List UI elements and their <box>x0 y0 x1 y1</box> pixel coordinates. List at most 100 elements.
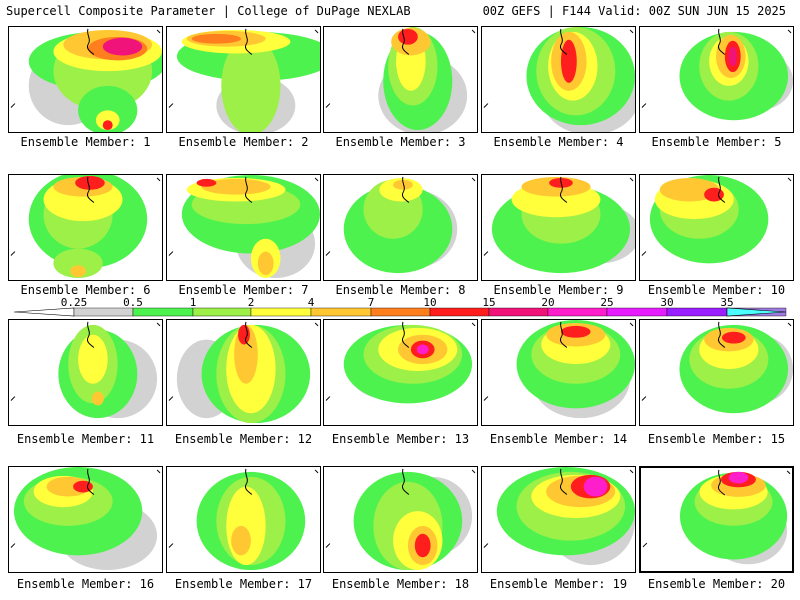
coastline <box>168 103 174 108</box>
scp-contour-map <box>168 175 320 279</box>
coastline <box>641 251 647 256</box>
ensemble-member-map-17[interactable] <box>166 466 321 573</box>
run-info: 00Z GEFS | F144 Valid: 00Z SUN JUN 15 20… <box>482 4 786 18</box>
ensemble-member-map-1[interactable] <box>8 26 163 133</box>
coastline <box>86 28 95 55</box>
ensemble-member-map-4[interactable] <box>481 26 636 133</box>
scp-contour-area <box>78 334 108 384</box>
ensemble-member-map-12[interactable] <box>166 319 321 426</box>
scp-contour-map <box>642 469 791 565</box>
coastline <box>156 29 161 34</box>
ensemble-member-map-13[interactable] <box>323 319 478 426</box>
coastline <box>641 103 647 108</box>
ensemble-member-map-15[interactable] <box>639 319 794 426</box>
scp-contour-area <box>231 525 251 556</box>
ensemble-member-map-18[interactable] <box>323 466 478 573</box>
ensemble-member-map-6[interactable] <box>8 174 163 281</box>
coastline <box>325 103 331 108</box>
coastline <box>559 468 568 495</box>
ensemble-member-map-5[interactable] <box>639 26 794 133</box>
scp-contour-map <box>641 28 793 121</box>
colorbar-tick-label: 15 <box>482 296 496 309</box>
scp-contour-area <box>221 36 281 132</box>
coastline <box>629 177 634 182</box>
coastline <box>787 322 792 327</box>
scp-contour-area <box>75 175 105 190</box>
colorbar-tick-label: 10 <box>423 296 437 309</box>
ensemble-member-map-2[interactable] <box>166 26 321 133</box>
coastline <box>325 251 331 256</box>
scp-contour-area <box>102 37 143 56</box>
scp-contour-map <box>325 176 476 274</box>
coastline <box>314 469 319 474</box>
colorbar-segment <box>132 307 194 317</box>
coastline <box>401 28 410 55</box>
coastline <box>401 176 410 203</box>
coastline <box>471 322 476 327</box>
ensemble-member-label: Ensemble Member: 20 <box>647 577 786 591</box>
ensemble-member-label: Ensemble Member: 5 <box>651 135 782 149</box>
colorbar-tick-label: 25 <box>600 296 614 309</box>
ensemble-member-map-7[interactable] <box>166 174 321 281</box>
scp-contour-area <box>191 33 242 44</box>
colorbar-tick-label: 20 <box>541 296 555 309</box>
coastline <box>641 396 647 401</box>
scp-contour-area <box>102 120 113 131</box>
colorbar-tick-label: 4 <box>307 296 315 309</box>
ensemble-member-map-19[interactable] <box>481 466 636 573</box>
scp-contour-area <box>238 324 250 345</box>
ensemble-member-map-14[interactable] <box>481 319 636 426</box>
coastline <box>325 543 331 548</box>
coastline <box>168 251 174 256</box>
ensemble-member-label: Ensemble Member: 6 <box>20 283 151 297</box>
scp-contour-area <box>226 486 266 566</box>
ensemble-member-label: Ensemble Member: 7 <box>178 283 309 297</box>
ensemble-member-map-11[interactable] <box>8 319 163 426</box>
coastline <box>483 543 489 548</box>
scp-contour-area <box>414 533 431 558</box>
ensemble-member-map-16[interactable] <box>8 466 163 573</box>
coastline <box>86 321 95 348</box>
colorbar-segment <box>488 307 549 317</box>
ensemble-member-label: Ensemble Member: 18 <box>331 577 470 591</box>
scp-contour-map <box>10 321 161 419</box>
colorbar-tick-label: 0.5 <box>123 296 143 309</box>
ensemble-member-map-20[interactable] <box>639 466 794 573</box>
scp-contour-area <box>196 178 217 187</box>
scp-contour-map <box>641 321 793 414</box>
coastline <box>471 469 476 474</box>
coastline <box>10 251 16 256</box>
ensemble-member-label: Ensemble Member: 16 <box>16 577 155 591</box>
colorbar-segment <box>666 307 728 317</box>
ensemble-member-map-9[interactable] <box>481 174 636 281</box>
colorbar-segment <box>192 307 252 317</box>
ensemble-member-label: Ensemble Member: 4 <box>493 135 624 149</box>
ensemble-member-label: Ensemble Member: 17 <box>174 577 313 591</box>
colorbar-segment <box>13 307 75 317</box>
coastline <box>168 543 174 548</box>
scp-contour-map <box>168 28 320 132</box>
scp-contour-area <box>416 344 429 355</box>
scp-contour-map <box>325 468 476 571</box>
scp-contour-area <box>560 325 591 338</box>
ensemble-member-map-8[interactable] <box>323 174 478 281</box>
ensemble-member-map-3[interactable] <box>323 26 478 133</box>
scp-contour-map <box>325 27 476 132</box>
scp-contour-map <box>10 28 162 132</box>
scp-contour-map <box>483 320 635 419</box>
coastline <box>629 322 634 327</box>
ensemble-member-label: Ensemble Member: 19 <box>489 577 628 591</box>
colorbar-segment <box>310 307 372 317</box>
coastline <box>483 251 489 256</box>
coastline <box>86 176 95 203</box>
coastline <box>629 29 634 34</box>
scp-contour-area <box>393 179 413 190</box>
colorbar-segment <box>73 307 134 317</box>
coastline <box>483 103 489 108</box>
coastline <box>629 469 634 474</box>
scp-contour-map <box>168 468 319 571</box>
scp-contour-map <box>325 321 476 404</box>
ensemble-member-label: Ensemble Member: 13 <box>331 432 470 446</box>
ensemble-member-map-10[interactable] <box>639 174 794 281</box>
coastline <box>156 469 161 474</box>
